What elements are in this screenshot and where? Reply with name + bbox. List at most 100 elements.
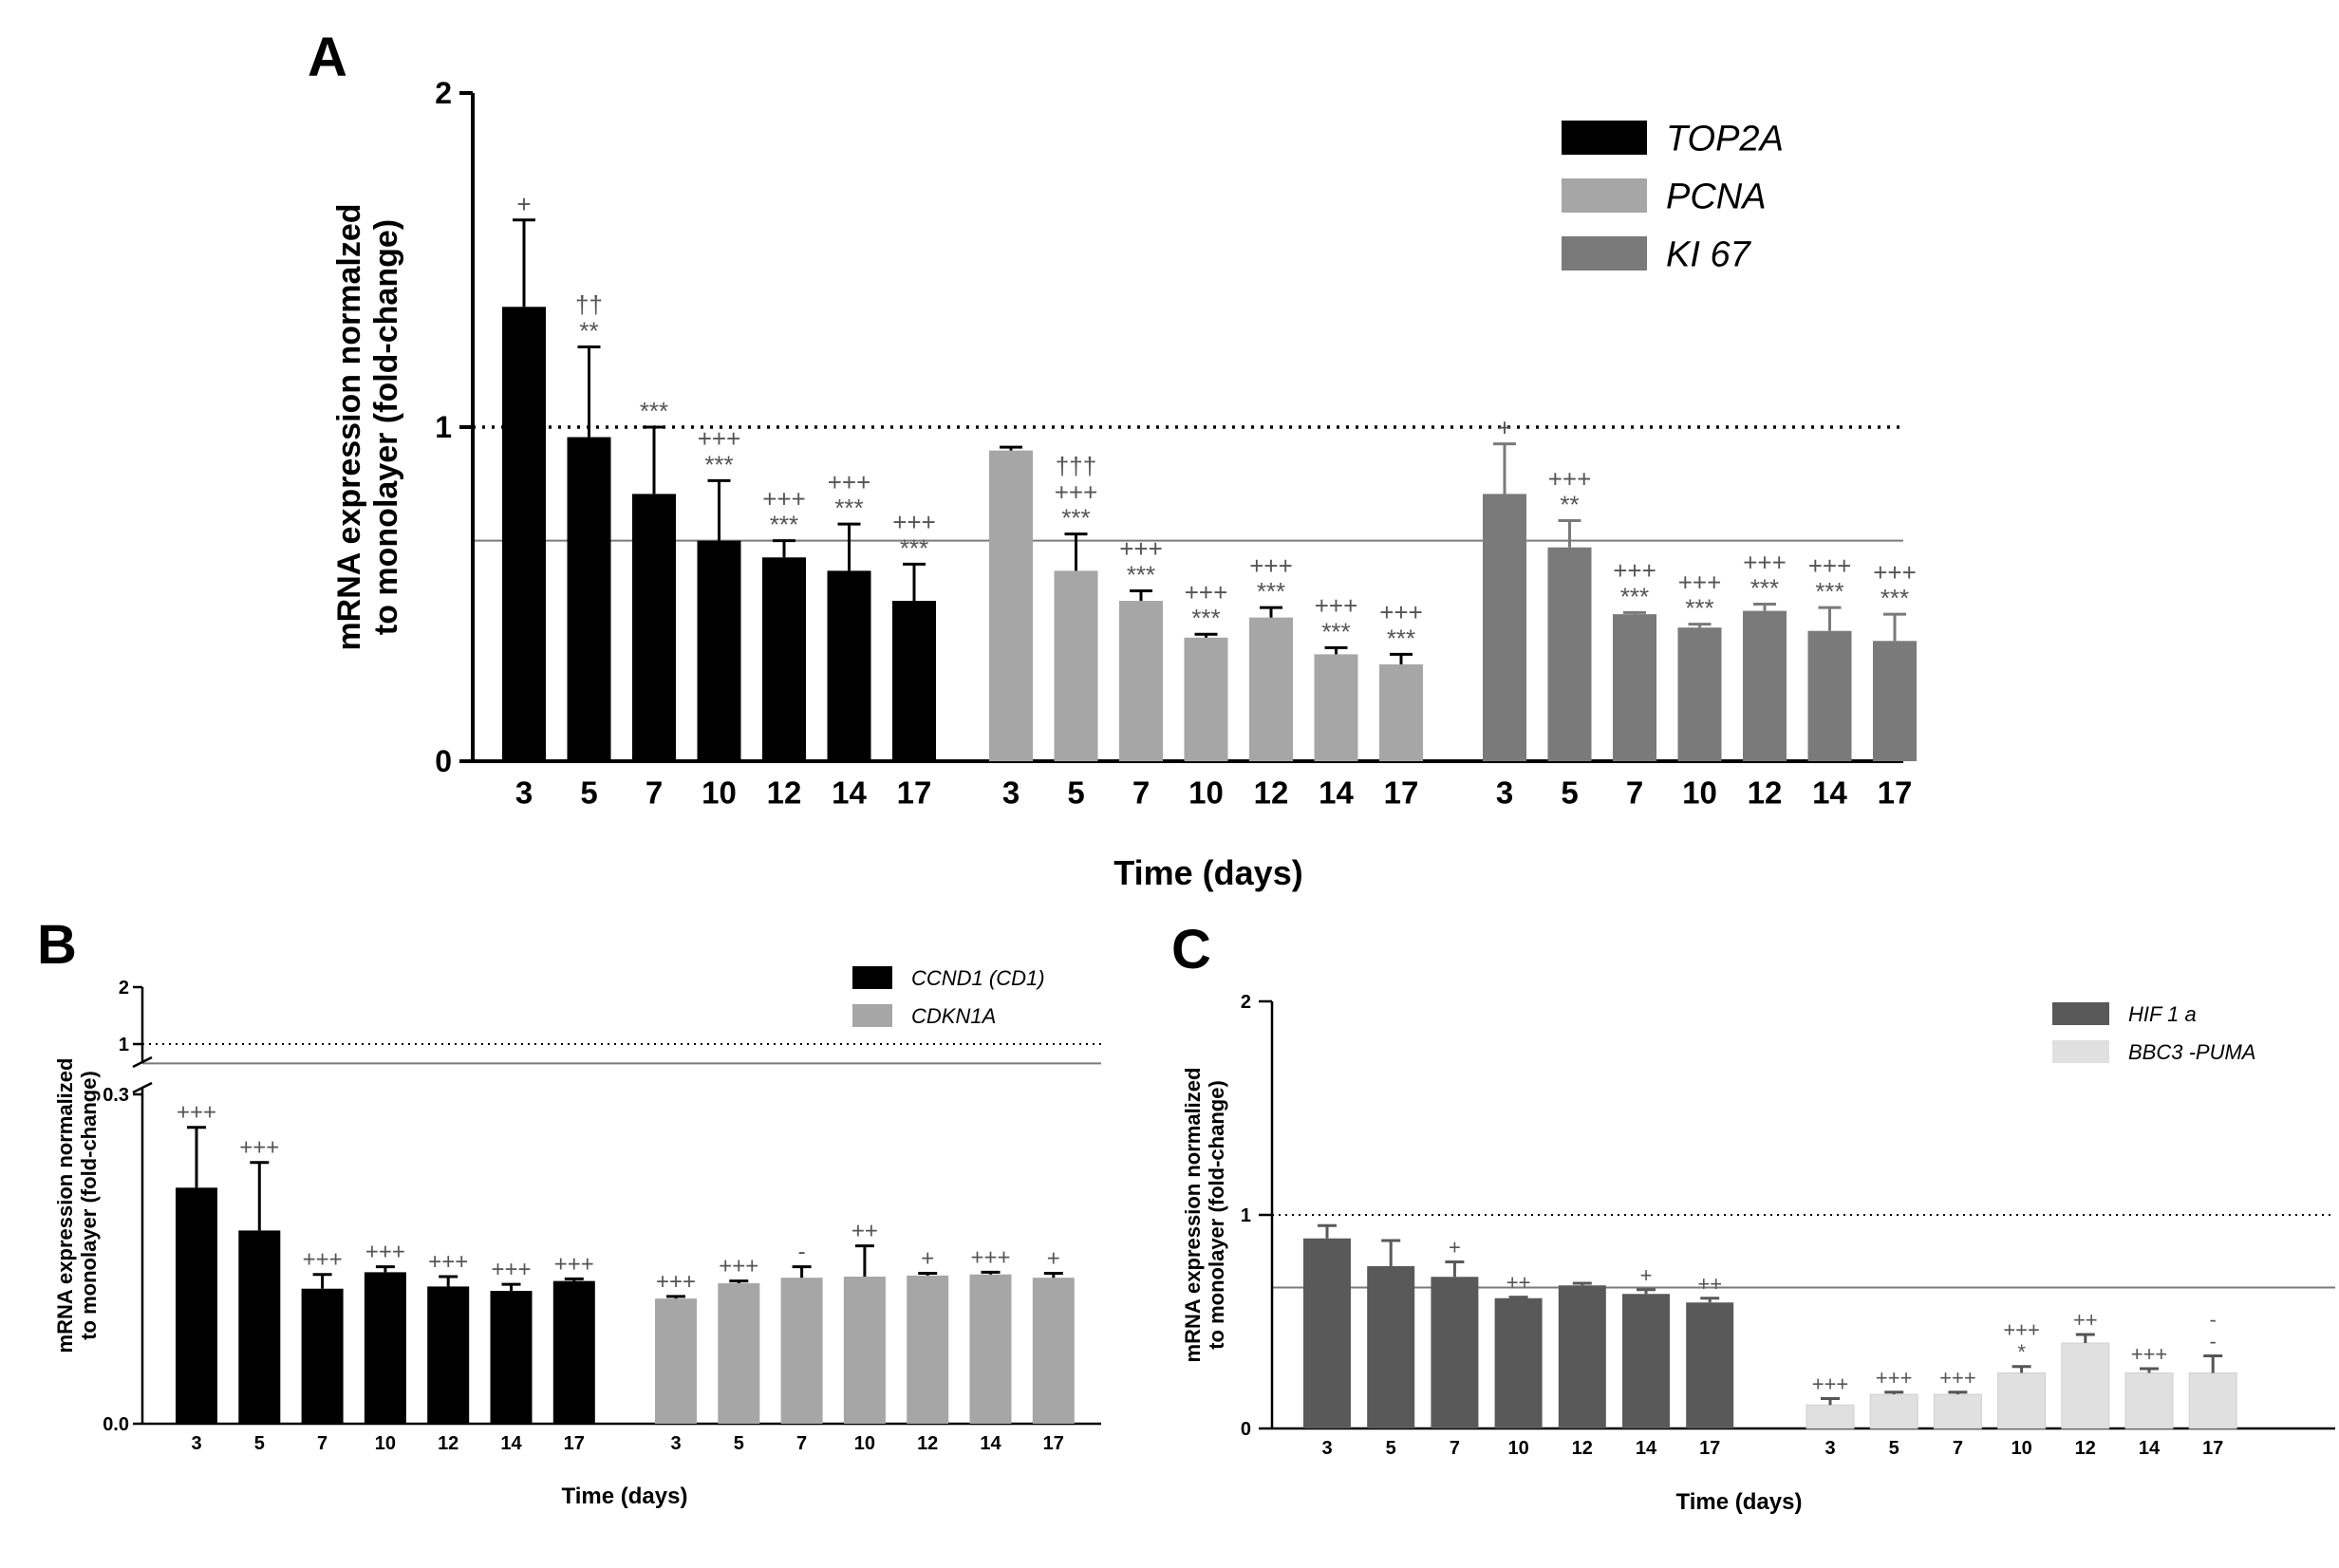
- significance-label-line: ***: [770, 511, 798, 539]
- x-tick-label: 7: [1450, 1438, 1460, 1459]
- significance-label-line: ***: [1815, 577, 1843, 606]
- bar: [655, 1298, 697, 1424]
- bar: [1303, 1238, 1351, 1428]
- significance-label-line: ***: [1750, 574, 1779, 603]
- x-tick-label: 12: [2075, 1438, 2096, 1459]
- significance-label: +++: [239, 1135, 279, 1161]
- significance-label: +: [921, 1246, 934, 1272]
- significance-label-line: ++: [2073, 1308, 2098, 1332]
- bar: [1367, 1266, 1415, 1428]
- significance-label: +++: [491, 1257, 531, 1282]
- significance-label-line: +++: [1315, 591, 1358, 620]
- x-tick-label: 14: [1319, 775, 1354, 811]
- x-tick-label: 10: [854, 1433, 875, 1454]
- significance-label: ++: [1697, 1272, 1722, 1296]
- x-tick-label: 17: [2202, 1438, 2223, 1459]
- significance-label: ††† +++ ***: [1055, 452, 1098, 532]
- bar: [1119, 601, 1163, 761]
- legend-label: KI 67: [1666, 235, 1752, 275]
- panel-letter: A: [308, 27, 347, 88]
- x-tick-label: 7: [317, 1433, 327, 1454]
- significance-label-line: +++: [656, 1269, 696, 1295]
- significance-label: ++: [851, 1219, 878, 1244]
- bar: [2124, 1372, 2174, 1429]
- x-tick-label: 12: [1572, 1438, 1593, 1459]
- bar: [552, 1280, 595, 1424]
- bar: [843, 1277, 886, 1424]
- x-tick-label: 17: [564, 1433, 585, 1454]
- significance-label-line: -: [798, 1240, 806, 1265]
- x-tick-label: 12: [1748, 775, 1783, 811]
- significance-label: -: [798, 1240, 806, 1265]
- bar: [969, 1274, 1012, 1424]
- significance-label-line: +++: [1812, 1372, 1849, 1396]
- significance-label: +++ ***: [892, 508, 936, 562]
- significance-label: +++: [177, 1100, 216, 1126]
- significance-label-line: +: [921, 1246, 934, 1272]
- bar: [1184, 637, 1228, 761]
- significance-label-line: -: [2210, 1307, 2217, 1331]
- significance-label: +++: [1812, 1372, 1849, 1396]
- x-tick-label: 7: [1626, 775, 1643, 811]
- significance-label: +++ ***: [1613, 556, 1656, 610]
- significance-label-line: +: [516, 190, 531, 218]
- bar: [1677, 627, 1722, 761]
- x-tick-label: 10: [1507, 1438, 1528, 1459]
- significance-label-line: ***: [1257, 577, 1285, 606]
- bar: [892, 601, 936, 761]
- x-tick-label: 5: [580, 775, 597, 811]
- x-tick-label: 17: [1043, 1433, 1064, 1454]
- significance-label: +++ ***: [762, 484, 806, 538]
- y-tick-label: 2: [1241, 992, 1251, 1013]
- bar: [1249, 617, 1293, 761]
- significance-label-line: ***: [834, 494, 863, 522]
- legend-label: TOP2A: [1666, 120, 1784, 159]
- significance-label-line: ***: [1061, 504, 1090, 532]
- significance-label-line: +++: [719, 1254, 758, 1279]
- significance-label: +++ ***: [1185, 578, 1228, 632]
- significance-label-line: +++: [1939, 1366, 1976, 1390]
- significance-label-line: ++: [851, 1219, 878, 1244]
- significance-label: ++: [2073, 1308, 2098, 1332]
- significance-label: +++ ***: [1119, 534, 1163, 588]
- y-tick-label: 2: [119, 978, 129, 999]
- series-hif-1-a: 3 5 7 +10 ++ 12 14 +17 ++: [1303, 1223, 1734, 1459]
- significance-label-line: +++: [239, 1135, 279, 1161]
- x-tick-label: 14: [832, 775, 867, 811]
- significance-label-line: ***: [900, 533, 928, 562]
- x-tick-label: 7: [1132, 775, 1150, 811]
- bar: [1558, 1285, 1606, 1428]
- x-tick-label: 5: [734, 1433, 744, 1454]
- significance-label-line: ††: [575, 290, 603, 319]
- y-tick-label: 0.0: [103, 1414, 129, 1435]
- significance-label-line: +++: [698, 424, 741, 453]
- axis-break-mark: [132, 1055, 153, 1069]
- significance-label-line: +++: [1876, 1366, 1913, 1390]
- bar: [697, 540, 741, 761]
- x-tick-label: 3: [1321, 1438, 1332, 1459]
- bar: [1869, 1393, 1918, 1429]
- bar: [1613, 614, 1656, 761]
- bar: [301, 1288, 344, 1424]
- bar: [490, 1291, 533, 1424]
- significance-label-line: +++: [1379, 598, 1423, 626]
- significance-label-line: +: [1640, 1263, 1653, 1287]
- bar: [2188, 1372, 2237, 1429]
- bar: [1873, 641, 1917, 761]
- series-ccnd1-cd1-: 3 +++ 5 +++ 7 +++ 10 +++ 12 +++ 14 +++ 17 +++: [176, 1100, 595, 1454]
- legend-label: BBC3 -PUMA: [2128, 1040, 2255, 1064]
- significance-label-line: +++: [491, 1257, 531, 1282]
- significance-label-line: +++: [970, 1244, 1010, 1270]
- x-tick-label: 10: [1188, 775, 1224, 811]
- y-tick-label: 0.3: [103, 1085, 129, 1106]
- significance-label-line: ***: [1321, 617, 1350, 645]
- significance-label: +++: [719, 1254, 758, 1279]
- significance-label-line: +++: [2003, 1318, 2040, 1342]
- significance-label-line: ***: [1191, 604, 1220, 632]
- x-tick-label: 17: [1384, 775, 1419, 811]
- significance-label-line: ***: [1620, 582, 1649, 610]
- x-tick-label: 5: [1889, 1438, 1899, 1459]
- y-tick-label: 0: [1241, 1419, 1251, 1440]
- x-axis-label: Time (days): [1676, 1489, 1803, 1515]
